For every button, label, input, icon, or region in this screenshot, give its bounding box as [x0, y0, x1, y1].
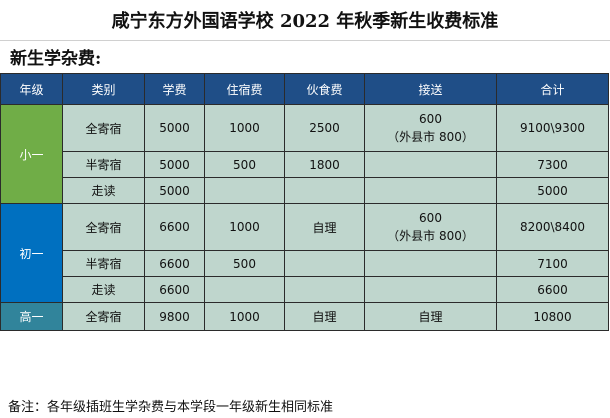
section-heading: 新生学杂费:: [10, 48, 102, 69]
lodging-cell: 1000: [204, 302, 285, 331]
shuttle-fee: 600: [419, 112, 442, 126]
shuttle-cell: 600 （外县市 800）: [364, 203, 497, 251]
table-header-row: 年级 类别 学费 住宿费 伙食费 接送 合计: [0, 73, 609, 105]
tuition-cell: 5000: [144, 151, 205, 178]
fee-table: 年级 类别 学费 住宿费 伙食费 接送 合计 小一 全寄宿 5000 1000 …: [0, 73, 609, 331]
category-cell: 半寄宿: [62, 151, 145, 178]
tuition-cell: 6600: [144, 203, 205, 251]
tuition-cell: 5000: [144, 177, 205, 204]
total-cell: 6600: [496, 276, 609, 303]
table-row: 走读 6600 6600: [1, 276, 609, 303]
shuttle-fee-note: （外县市 800）: [387, 130, 474, 144]
meals-cell: 1800: [284, 151, 365, 178]
shuttle-cell: 600 （外县市 800）: [364, 104, 497, 152]
category-cell: 走读: [62, 177, 145, 204]
meals-cell: 2500: [284, 104, 365, 152]
lodging-cell: 500: [204, 250, 285, 277]
shuttle-cell: [364, 276, 497, 303]
table-row: 走读 5000 5000: [1, 177, 609, 204]
tuition-cell: 6600: [144, 276, 205, 303]
category-cell: 半寄宿: [62, 250, 145, 277]
total-cell: 5000: [496, 177, 609, 204]
page-title: 咸宁东方外国语学校 2022 年秋季新生收费标准: [0, 0, 610, 41]
header-grade: 年级: [0, 73, 63, 105]
shuttle-cell: [364, 250, 497, 277]
total-cell: 10800: [496, 302, 609, 331]
grade-cell: 高一: [0, 302, 63, 331]
shuttle-cell: [364, 177, 497, 204]
category-cell: 走读: [62, 276, 145, 303]
total-cell: 7300: [496, 151, 609, 178]
meals-cell: [284, 177, 365, 204]
meals-cell: [284, 250, 365, 277]
lodging-cell: [204, 177, 285, 204]
shuttle-fee-note: （外县市 800）: [387, 229, 474, 243]
table-row: 半寄宿 5000 500 1800 7300: [1, 151, 609, 178]
meals-cell: [284, 276, 365, 303]
header-lodging: 住宿费: [204, 73, 285, 105]
table-row: 高一 全寄宿 9800 1000 自理 自理 10800: [0, 302, 609, 331]
category-cell: 全寄宿: [62, 302, 145, 331]
table-row: 半寄宿 6600 500 7100: [1, 250, 609, 277]
grade-cell: 小一: [0, 104, 63, 204]
category-cell: 全寄宿: [62, 104, 145, 152]
header-total: 合计: [496, 73, 609, 105]
tuition-cell: 6600: [144, 250, 205, 277]
lodging-cell: 1000: [204, 104, 285, 152]
lodging-cell: [204, 276, 285, 303]
header-category: 类别: [62, 73, 145, 105]
category-cell: 全寄宿: [62, 203, 145, 251]
lodging-cell: 500: [204, 151, 285, 178]
header-shuttle: 接送: [364, 73, 497, 105]
tuition-cell: 5000: [144, 104, 205, 152]
table-row: 小一 全寄宿 5000 1000 2500 600 （外县市 800） 9100…: [0, 104, 609, 204]
shuttle-cell: 自理: [364, 302, 497, 331]
grade-cell: 初一: [0, 203, 63, 303]
total-cell: 7100: [496, 250, 609, 277]
shuttle-cell: [364, 151, 497, 178]
table-row: 初一 全寄宿 6600 1000 自理 600 （外县市 800） 8200\8…: [0, 203, 609, 303]
total-cell: 9100\9300: [496, 104, 609, 152]
footnote: 备注：各年级插班生学杂费与本学段一年级新生相同标准: [8, 399, 334, 415]
tuition-cell: 9800: [144, 302, 205, 331]
header-meals: 伙食费: [284, 73, 365, 105]
header-tuition: 学费: [144, 73, 205, 105]
total-cell: 8200\8400: [496, 203, 609, 251]
shuttle-fee: 600: [419, 211, 442, 225]
meals-cell: 自理: [284, 203, 365, 251]
meals-cell: 自理: [284, 302, 365, 331]
lodging-cell: 1000: [204, 203, 285, 251]
